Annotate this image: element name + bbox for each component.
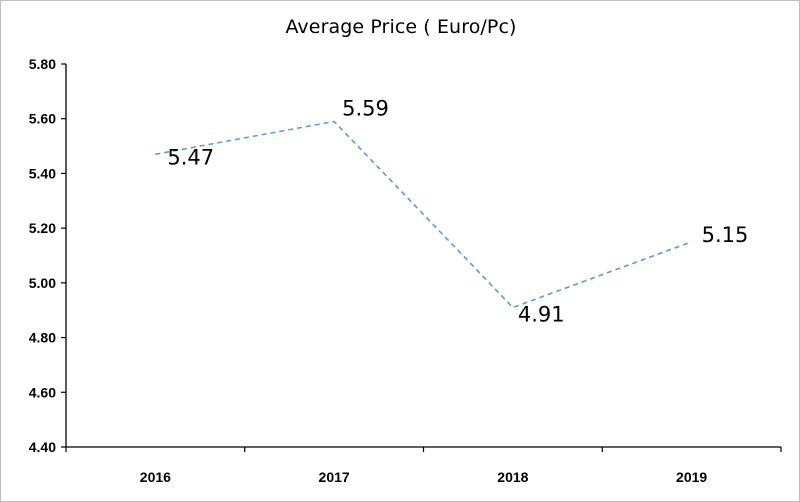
y-tick-label: 5.20 [29, 220, 56, 236]
y-tick-label: 5.60 [29, 111, 56, 127]
y-axis-ticks: 4.40 4.60 4.80 5.00 5.20 5.40 5.60 5.80 [29, 56, 66, 455]
y-tick-label: 4.40 [29, 439, 56, 455]
data-label: 5.47 [167, 145, 214, 169]
x-tick-label: 2016 [140, 469, 171, 485]
x-tick-label: 2018 [497, 469, 528, 485]
x-axis-ticks: 2016 2017 2018 2019 [65, 447, 782, 485]
series-group [155, 120, 692, 309]
chart-axes [65, 64, 781, 448]
series-line [155, 120, 692, 309]
data-labels-group: 5.47 5.59 4.91 5.15 [167, 96, 748, 326]
x-tick-label: 2019 [676, 469, 707, 485]
data-label: 5.59 [342, 96, 389, 120]
data-label: 5.15 [702, 223, 749, 247]
y-tick-label: 5.00 [29, 275, 56, 291]
y-tick-label: 5.80 [29, 56, 56, 72]
data-label: 4.91 [518, 302, 565, 326]
y-tick-label: 4.60 [29, 384, 56, 400]
chart-title: Average Price ( Euro/Pc) [285, 16, 517, 38]
y-tick-label: 5.40 [29, 165, 56, 181]
x-tick-label: 2017 [319, 469, 350, 485]
y-tick-label: 4.80 [29, 330, 56, 346]
